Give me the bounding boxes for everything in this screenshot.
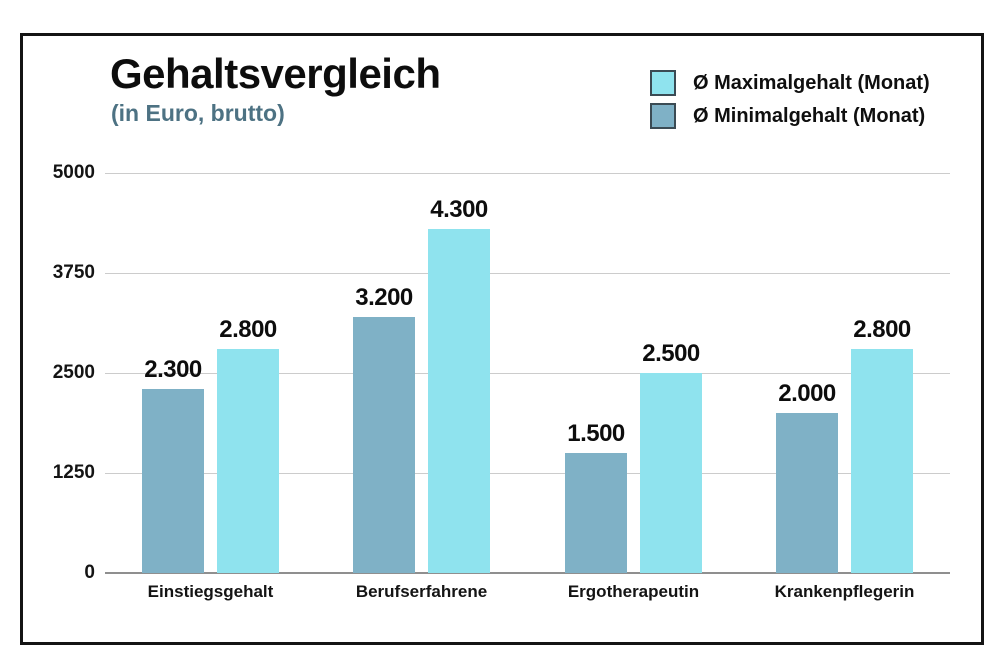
y-tick-label: 2500 [52, 362, 95, 383]
x-axis-line [105, 572, 950, 574]
value-label-min-krankenpflegerin: 2.000 [778, 380, 836, 407]
value-label-max-berufserfahrene: 4.300 [430, 196, 488, 223]
y-tick-label: 3750 [52, 262, 95, 283]
value-label-min-einstiegsgehalt: 2.300 [144, 356, 202, 383]
gridline [105, 473, 950, 474]
bar-min-einstiegsgehalt [142, 389, 204, 573]
chart-subtitle: (in Euro, brutto) [111, 100, 285, 126]
bar-max-ergotherapeutin [640, 373, 702, 573]
value-label-max-krankenpflegerin: 2.800 [853, 316, 911, 343]
x-category-label: Einstiegsgehalt [147, 582, 274, 601]
bar-min-berufserfahrene [353, 317, 415, 573]
legend-item-min: Ø Minimalgehalt (Monat) [650, 103, 930, 129]
chart-frame: 0 1250 2500 3750 5000 2.300 2.800 Einstiegsgeha… [20, 33, 984, 645]
bar-min-krankenpflegerin [776, 413, 838, 573]
legend-label-min: Ø Minimalgehalt (Monat) [693, 104, 926, 127]
gridline [105, 273, 950, 274]
y-tick-label: 0 [84, 562, 95, 583]
gridline [105, 373, 950, 374]
x-category-label: Berufserfahrene [355, 582, 488, 601]
legend-swatch-min-icon [650, 103, 676, 129]
legend: Ø Maximalgehalt (Monat) Ø Minimalgehalt … [650, 70, 930, 136]
legend-swatch-max-icon [650, 70, 676, 96]
y-tick-label: 1250 [52, 462, 95, 483]
x-category-label: Ergotherapeutin [567, 582, 700, 601]
chart-title: Gehaltsvergleich [110, 50, 441, 97]
x-category-label: Krankenpflegerin [774, 582, 915, 601]
bar-max-berufserfahrene [428, 229, 490, 573]
bar-max-einstiegsgehalt [217, 349, 279, 573]
legend-item-max: Ø Maximalgehalt (Monat) [650, 70, 930, 96]
value-label-max-ergotherapeutin: 2.500 [642, 340, 700, 367]
gridline [105, 173, 950, 174]
plot-area: 0 1250 2500 3750 5000 2.300 2.800 Einstiegsgeha… [23, 36, 981, 642]
bar-min-ergotherapeutin [565, 453, 627, 573]
bar-max-krankenpflegerin [851, 349, 913, 573]
value-label-min-berufserfahrene: 3.200 [355, 284, 413, 311]
value-label-max-einstiegsgehalt: 2.800 [219, 316, 277, 343]
value-label-min-ergotherapeutin: 1.500 [567, 420, 625, 447]
legend-label-max: Ø Maximalgehalt (Monat) [693, 71, 930, 94]
y-tick-label: 5000 [52, 162, 95, 183]
